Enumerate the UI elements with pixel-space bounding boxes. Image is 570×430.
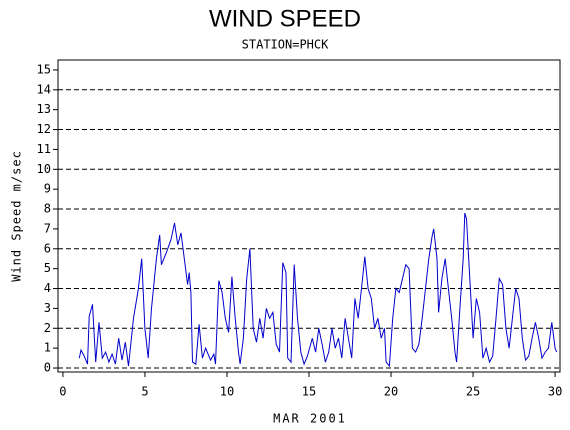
y-tick-label: 7: [44, 221, 51, 235]
y-tick-label: 14: [37, 82, 51, 96]
y-tick-label: 12: [37, 122, 51, 136]
y-tick-label: 13: [37, 102, 51, 116]
x-tick-label: 25: [466, 385, 480, 399]
plot-frame: [57, 59, 561, 373]
y-tick-label: 6: [44, 241, 51, 255]
y-tick-label: 8: [44, 202, 51, 216]
y-tick-label: 2: [44, 321, 51, 335]
x-tick-label: 5: [141, 385, 148, 399]
data-line: [78, 212, 558, 368]
chart-title: WIND SPEED: [209, 5, 361, 32]
y-tick-label: 3: [44, 301, 51, 315]
y-tick-label: 4: [44, 281, 51, 295]
y-tick-label: 9: [44, 182, 51, 196]
y-tick-label: 15: [37, 62, 51, 76]
chart-subtitle: STATION=PHCK: [242, 38, 329, 52]
x-axis-label: MAR 2001: [273, 412, 347, 426]
y-tick-label: 0: [44, 361, 51, 375]
x-tick-label: 20: [384, 385, 398, 399]
x-tick-label: 0: [59, 385, 66, 399]
x-tick-label: 15: [302, 385, 316, 399]
y-axis-label: Wind Speed m/sec: [10, 150, 24, 282]
y-tick-label: 1: [44, 341, 51, 355]
y-tick-label: 10: [37, 162, 51, 176]
x-tick-label: 10: [220, 385, 234, 399]
y-tick-label: 5: [44, 261, 51, 275]
x-tick-label: 30: [548, 385, 562, 399]
y-tick-label: 11: [37, 142, 51, 156]
